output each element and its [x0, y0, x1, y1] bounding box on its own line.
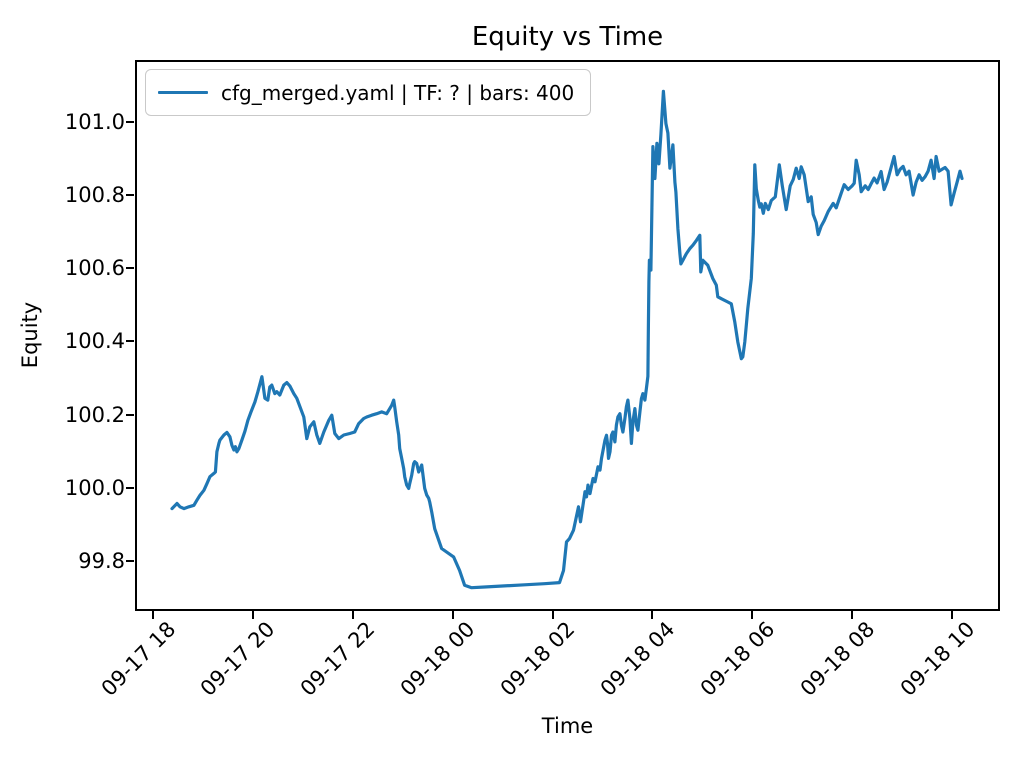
y-tick-mark [126, 560, 134, 563]
equity-line-chart [170, 89, 964, 590]
y-tick-label: 100.0 [64, 475, 125, 500]
y-tick-mark [126, 267, 134, 270]
x-tick-label: 09-18 00 [395, 617, 480, 701]
x-tick-mark [951, 611, 954, 619]
y-tick-mark [126, 193, 134, 196]
x-tick-label: 09-18 08 [795, 617, 880, 701]
y-tick-mark [126, 340, 134, 343]
x-axis-label: Time [541, 714, 594, 738]
x-tick-mark [651, 611, 654, 619]
y-tick-label: 101.0 [64, 109, 125, 134]
plot-area: cfg_merged.yaml | TF: ? | bars: 400 [135, 60, 1000, 611]
y-tick-label: 99.8 [78, 549, 125, 574]
x-tick-mark [851, 611, 854, 619]
x-tick-label: 09-18 02 [495, 617, 580, 701]
y-tick-mark [126, 486, 134, 489]
x-tick-label: 09-18 04 [595, 617, 680, 701]
legend-label: cfg_merged.yaml | TF: ? | bars: 400 [221, 80, 575, 105]
x-tick-mark [351, 611, 354, 619]
x-tick-mark [251, 611, 254, 619]
x-tick-mark [751, 611, 754, 619]
y-tick-mark [126, 413, 134, 416]
y-tick-label: 100.2 [64, 402, 125, 427]
y-tick-label: 100.8 [64, 182, 125, 207]
y-tick-label: 100.4 [64, 329, 125, 354]
chart-title: Equity vs Time [471, 22, 664, 52]
y-tick-mark [126, 120, 134, 123]
x-tick-mark [551, 611, 554, 619]
x-tick-mark [451, 611, 454, 619]
equity-series-line [170, 89, 964, 590]
x-tick-mark [151, 611, 154, 619]
x-tick-label: 09-17 20 [196, 617, 280, 701]
legend[interactable]: cfg_merged.yaml | TF: ? | bars: 400 [145, 69, 592, 116]
legend-line-sample-icon [158, 90, 208, 95]
x-tick-label: 09-17 22 [295, 617, 380, 701]
x-tick-label: 09-17 18 [96, 617, 180, 701]
x-tick-label: 09-18 10 [895, 617, 980, 701]
x-tick-label: 09-18 06 [695, 617, 780, 701]
y-tick-label: 100.6 [64, 256, 125, 281]
